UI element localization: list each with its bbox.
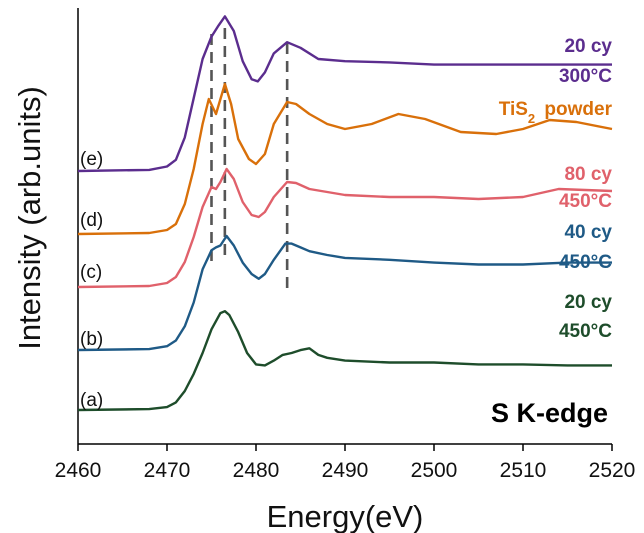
curve-label: (a): [80, 390, 103, 411]
series-labels: 20 cy 450°C 40 cy 450°C 80 cy 450°C TiS2 powde…: [499, 36, 613, 342]
spectrum-line: [77, 15, 612, 173]
curve-label: (c): [80, 262, 102, 283]
reference-lines: [210, 28, 289, 294]
spectra-curves: [77, 15, 613, 412]
curve-label: (b): [80, 329, 103, 350]
curve-label: (e): [80, 149, 103, 170]
y-axis-title: Intensity (arb.units): [12, 86, 47, 350]
spectrum-line: [77, 310, 612, 412]
x-tick-label: 2470: [144, 459, 191, 482]
series-label: 450°C: [559, 252, 612, 273]
series-label: 40 cy: [564, 222, 612, 243]
plot-frame: [77, 8, 612, 445]
spectrum-line: [77, 82, 613, 236]
x-tick-label: 2510: [500, 459, 547, 482]
x-tick-label: 2460: [55, 459, 102, 482]
series-label: 20 cy: [564, 292, 612, 313]
s-k-edge-annotation: S K-edge: [491, 398, 608, 428]
spectrum-line: [77, 234, 612, 352]
series-label: 450°C: [559, 191, 612, 212]
curve-labels: (a) (b) (c) (d) (e): [80, 149, 103, 411]
x-tick-label: 2480: [233, 459, 280, 482]
series-label: 80 cy: [564, 164, 612, 185]
spectrum-line: [77, 167, 613, 289]
x-tick-label: 2520: [589, 459, 636, 482]
x-tick-label: 2500: [411, 459, 458, 482]
x-axis-title: Energy(eV): [267, 499, 424, 533]
series-label: TiS2 powder: [499, 99, 613, 126]
series-label: 300°C: [559, 66, 612, 87]
x-tick-label: 2490: [322, 459, 369, 482]
x-axis-ticks: 2460 2470 2480 2490 2500 2510 2520: [55, 444, 636, 482]
series-label: 450°C: [559, 321, 612, 342]
series-label: 20 cy: [564, 36, 612, 57]
curve-label: (d): [80, 210, 103, 231]
